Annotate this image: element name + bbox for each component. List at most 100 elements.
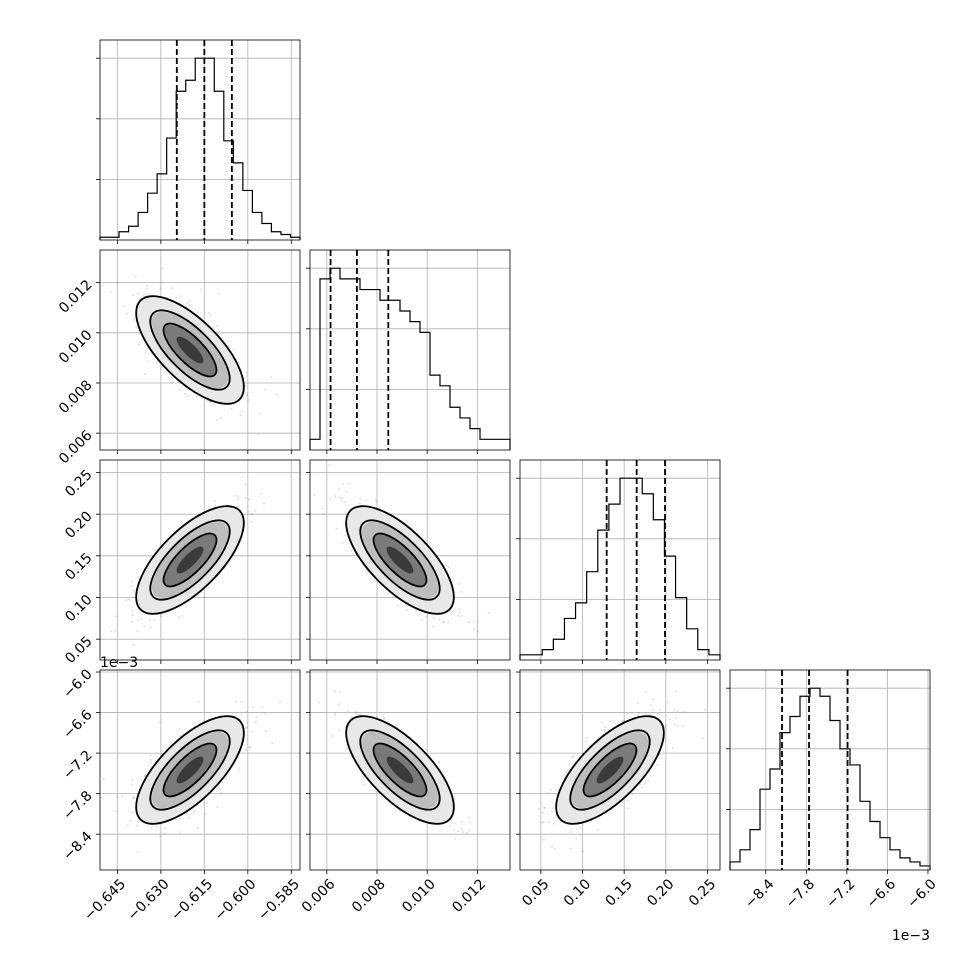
sample-point <box>149 626 152 629</box>
density-level <box>386 756 414 784</box>
sample-point <box>217 292 220 295</box>
sample-point <box>570 828 573 831</box>
sample-point <box>359 497 362 500</box>
y-tick-label: 0.15 <box>62 550 95 583</box>
density-level <box>176 756 204 784</box>
sample-point <box>340 500 343 503</box>
sample-point <box>136 630 139 633</box>
sample-point <box>254 720 257 723</box>
sample-point <box>244 496 247 499</box>
sample-point <box>601 721 604 724</box>
sample-point <box>155 360 158 363</box>
sample-point <box>253 509 256 512</box>
sample-point <box>338 691 341 694</box>
density-level <box>386 546 414 574</box>
sample-point <box>247 498 250 501</box>
sample-point <box>214 504 217 507</box>
sample-point <box>453 829 456 832</box>
contour-line <box>135 505 245 615</box>
sample-point <box>676 710 679 713</box>
sample-point <box>383 717 386 720</box>
sample-point <box>236 495 239 498</box>
sample-point <box>131 596 134 599</box>
sample-point <box>244 727 247 729</box>
sample-point <box>178 388 181 391</box>
sample-point <box>114 629 117 632</box>
sample-point <box>701 737 704 740</box>
sample-point <box>460 820 463 823</box>
sample-point <box>136 850 139 853</box>
y-tick-label: −7.8 <box>60 788 95 823</box>
sample-point <box>350 716 353 719</box>
panel-frame <box>309 459 511 661</box>
sample-point <box>487 612 490 614</box>
sample-point <box>240 368 243 371</box>
sample-point <box>637 702 640 705</box>
sample-point <box>350 549 353 552</box>
sample-point <box>170 287 173 290</box>
sample-point <box>160 614 163 617</box>
sample-point <box>344 513 347 516</box>
x-tick-label: −7.8 <box>783 876 818 911</box>
density-level <box>596 756 624 784</box>
sample-point <box>251 730 254 733</box>
sample-point <box>164 827 167 830</box>
contour-line <box>135 295 245 405</box>
x-tick-label: −7.2 <box>823 876 858 911</box>
sample-point <box>188 299 191 302</box>
sample-point <box>550 788 552 791</box>
sample-point <box>460 590 463 593</box>
sample-point <box>143 774 146 777</box>
x-tick-label: 0.25 <box>686 876 719 909</box>
sample-point <box>129 820 132 823</box>
contour-line <box>162 532 218 588</box>
sample-point <box>664 737 667 740</box>
sample-point <box>93 277 95 279</box>
sample-point <box>134 275 137 278</box>
sample-point <box>579 834 582 837</box>
sample-point <box>585 740 588 743</box>
sample-point <box>631 793 634 796</box>
sample-point <box>344 501 347 504</box>
sample-point <box>472 620 475 623</box>
sample-point <box>454 837 457 840</box>
contour-line <box>569 729 651 811</box>
scatter-panel <box>96 459 301 664</box>
sample-point <box>149 754 152 757</box>
sample-point <box>240 701 243 704</box>
sample-point <box>340 497 342 500</box>
sample-point <box>366 571 369 574</box>
sample-point <box>469 821 472 824</box>
contour-line <box>345 715 455 825</box>
sample-point <box>398 810 401 813</box>
sample-point <box>166 613 169 616</box>
panel-frame <box>519 459 721 661</box>
sample-point <box>275 393 278 396</box>
histogram-panel <box>516 459 721 664</box>
sample-point <box>178 295 181 298</box>
sample-point <box>144 774 147 777</box>
sample-point <box>175 818 178 821</box>
sample-point <box>109 291 112 293</box>
sample-point <box>396 604 399 607</box>
histogram-step <box>729 687 931 870</box>
x-tick-label: −8.4 <box>742 876 777 911</box>
contour-line <box>359 519 441 601</box>
sample-point <box>363 783 366 786</box>
sample-point <box>644 713 647 715</box>
sample-point <box>140 617 142 620</box>
sample-point <box>188 395 191 397</box>
sample-point <box>664 725 667 727</box>
contour-line <box>372 742 428 798</box>
y-tick-label: −6.6 <box>60 707 95 742</box>
sample-point <box>328 463 331 466</box>
y-tick-label: 0.012 <box>56 277 96 317</box>
sample-point <box>263 502 265 505</box>
sample-point <box>213 500 216 503</box>
sample-point <box>203 596 206 599</box>
sample-point <box>131 620 134 623</box>
sample-point <box>344 533 347 536</box>
sample-point <box>476 629 479 632</box>
sample-point <box>562 774 565 777</box>
